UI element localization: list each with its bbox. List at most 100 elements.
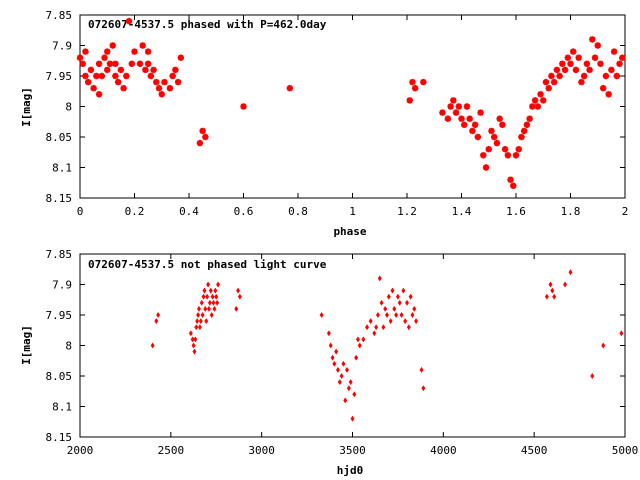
data-point [337, 379, 342, 386]
data-point [194, 324, 199, 331]
data-point [196, 305, 201, 312]
data-point [341, 360, 346, 367]
data-point [354, 354, 359, 361]
data-point [139, 42, 146, 49]
data-point [466, 115, 473, 122]
data-point [379, 299, 384, 306]
data-point [90, 85, 97, 92]
data-point [405, 299, 409, 306]
x-ticks: 2000 2500 3000 3500 4000 4500 5000 [67, 254, 638, 457]
y-tick-label: 8 [65, 101, 72, 114]
data-point [568, 269, 573, 276]
unphased-panel: 072607-4537.5 not phased light curve hjd… [20, 248, 638, 477]
data-point [419, 366, 424, 373]
data-point [131, 48, 138, 55]
data-point [188, 330, 193, 337]
data-point [150, 342, 155, 349]
data-point [128, 60, 135, 67]
x-tick-label: 4000 [430, 444, 457, 457]
data-point [155, 85, 163, 92]
data-point [520, 127, 528, 135]
data-point [326, 330, 331, 337]
y-tick-label: 8.15 [46, 431, 73, 444]
y-tick-label: 7.95 [46, 309, 73, 322]
data-point [450, 97, 457, 104]
data-point [397, 299, 402, 306]
data-point [201, 293, 206, 300]
data-point [586, 66, 593, 74]
y-tick-label: 8.1 [52, 162, 72, 175]
data-point [496, 115, 503, 122]
data-point [332, 360, 337, 367]
data-point [350, 415, 355, 422]
data-point [485, 146, 492, 153]
data-point [411, 85, 419, 92]
x-axis-label: hjd0 [337, 464, 364, 477]
data-point [458, 115, 465, 122]
data-point [455, 103, 462, 110]
data-point [166, 85, 174, 92]
y-tick-label: 8 [65, 340, 72, 353]
data-point [512, 152, 520, 159]
data-point [619, 54, 626, 61]
data-point [161, 78, 168, 86]
x-tick-label: 1 [349, 205, 356, 218]
data-point [583, 60, 591, 67]
data-point [619, 330, 624, 337]
x-tick-label: 3000 [248, 444, 275, 457]
data-point [213, 287, 218, 294]
x-tick-label: 1.4 [452, 205, 472, 218]
data-point [482, 164, 490, 171]
data-point [174, 78, 182, 86]
data-point [120, 85, 127, 92]
data-point [570, 48, 577, 55]
data-point [202, 133, 209, 141]
data-point [523, 121, 531, 128]
data-point [237, 293, 242, 300]
data-point [198, 318, 203, 325]
data-point [169, 72, 176, 80]
data-point [345, 366, 350, 373]
data-point [79, 60, 86, 67]
data-point [394, 311, 399, 319]
data-point [399, 311, 404, 319]
data-point [452, 109, 460, 116]
data-point [381, 324, 386, 331]
data-point [216, 281, 221, 288]
data-point [202, 287, 207, 294]
data-point [605, 91, 612, 98]
data-point [150, 66, 157, 74]
data-point [212, 305, 217, 312]
data-point [499, 121, 506, 128]
data-point [602, 72, 610, 80]
data-point [82, 48, 89, 55]
data-point [199, 299, 204, 306]
data-point [191, 342, 196, 349]
data-point [390, 287, 395, 294]
data-point [203, 305, 208, 312]
data-point [594, 42, 601, 49]
data-point [286, 85, 294, 92]
data-point [330, 354, 335, 361]
data-point [93, 72, 100, 80]
data-point [403, 318, 408, 325]
data-point [98, 72, 105, 80]
data-point [461, 121, 468, 128]
data-point [412, 305, 417, 312]
x-tick-label: 2500 [158, 444, 185, 457]
data-point [190, 336, 195, 343]
data-point [552, 293, 557, 300]
data-point [101, 54, 108, 61]
x-ticks: 0 0.2 0.4 0.6 0.8 1 1.2 1.4 1.6 1.8 2 [77, 15, 628, 218]
data-point [578, 78, 585, 86]
data-point [386, 293, 391, 300]
data-point [420, 78, 427, 86]
data-point [410, 311, 415, 319]
data-point [501, 146, 509, 153]
data-point [589, 36, 596, 43]
data-point [469, 127, 476, 135]
data-point [395, 293, 400, 300]
data-point [193, 336, 198, 343]
